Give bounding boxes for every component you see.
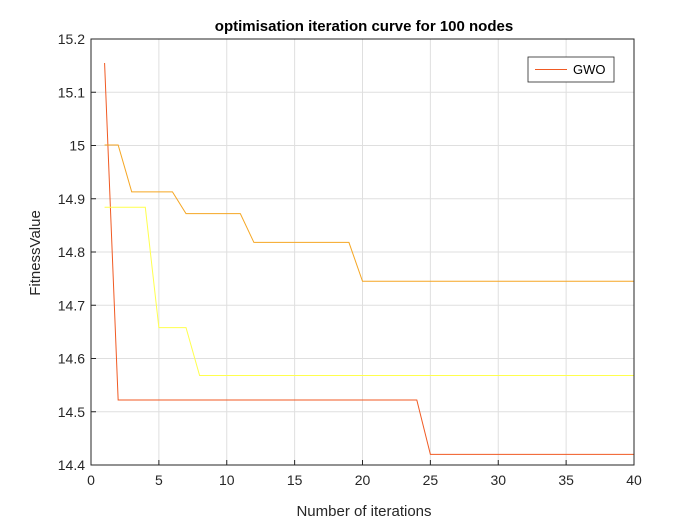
chart-title: optimisation iteration curve for 100 nod… — [215, 18, 513, 35]
y-tick-label: 14.9 — [58, 191, 85, 207]
x-tick-label: 10 — [219, 472, 235, 488]
x-tick-label: 15 — [287, 472, 303, 488]
y-tick-label: 15.2 — [58, 31, 85, 47]
plot-area: 0 5 10 15 20 25 30 35 40 14.414.514.614.714.814.… — [58, 31, 642, 488]
x-tick-label: 5 — [155, 472, 163, 488]
x-tick-label: 30 — [490, 472, 506, 488]
legend-label-gwo: GWO — [573, 62, 606, 77]
y-axis-ticks: 14.4 14.5 14.6 14.7 14.8 14.9 15 15.1 15.2 — [58, 31, 96, 473]
series-lines — [104, 62, 634, 455]
x-tick-label: 25 — [423, 472, 439, 488]
x-tick-label: 0 — [87, 472, 95, 488]
y-tick-label: 14.6 — [58, 351, 85, 367]
y-axis-label: FitnessValue — [27, 210, 44, 296]
series-line-1 — [104, 62, 634, 455]
y-tick-label: 14.5 — [58, 404, 85, 420]
y-tick-label: 15.1 — [58, 84, 85, 100]
legend: GWO — [527, 56, 615, 83]
x-tick-label: 40 — [626, 472, 642, 488]
y-tick-label: 14.7 — [58, 297, 85, 313]
y-tick-label: 14.4 — [58, 457, 85, 473]
x-tick-label: 35 — [558, 472, 574, 488]
y-tick-label: 14.8 — [58, 244, 85, 260]
series-line-3 — [104, 144, 634, 282]
grid — [90, 38, 635, 466]
series-line-2 — [104, 206, 634, 377]
x-axis-ticks: 0 5 10 15 20 25 30 35 40 — [87, 460, 642, 488]
y-tick-label: 15 — [69, 138, 85, 154]
x-tick-label: 20 — [355, 472, 371, 488]
x-axis-label: Number of iterations — [296, 503, 431, 520]
